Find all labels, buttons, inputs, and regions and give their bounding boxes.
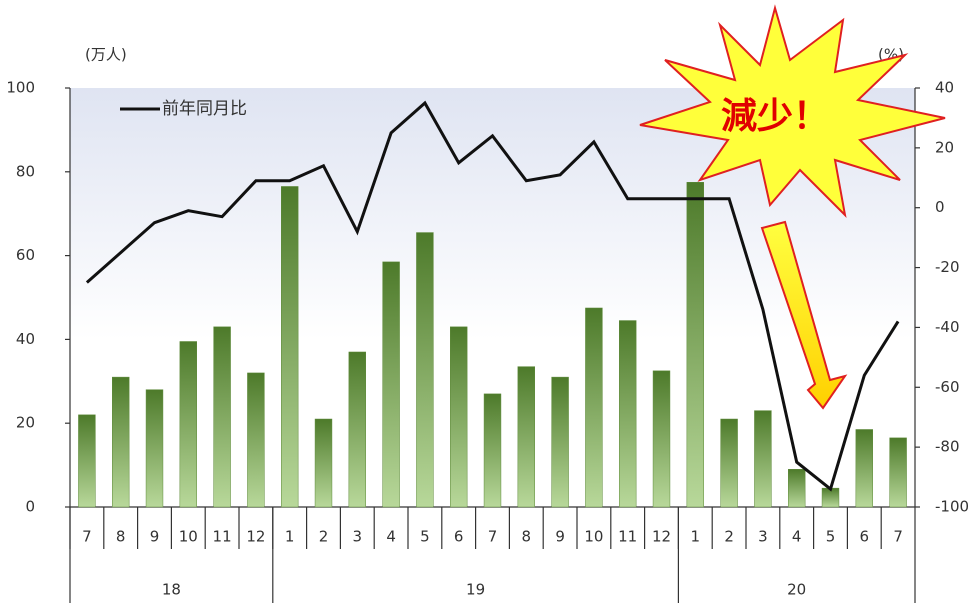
y2-tick-label: -100 xyxy=(935,498,969,516)
x-tick-label: 8 xyxy=(522,528,532,546)
y2-tick-label: -60 xyxy=(935,378,960,396)
y-tick-label: 80 xyxy=(16,162,35,180)
y-tick-label: 0 xyxy=(25,498,35,516)
bar xyxy=(788,469,806,508)
x-tick-label: 7 xyxy=(488,528,498,546)
bar xyxy=(247,372,265,508)
y-axis-label: (万人) xyxy=(85,46,127,64)
x-tick-label: 7 xyxy=(82,528,92,546)
bar xyxy=(314,418,333,508)
y-tick-label: 40 xyxy=(16,330,35,348)
x-tick-label: 7 xyxy=(893,528,903,546)
year-label: 20 xyxy=(787,581,806,599)
bar xyxy=(855,429,873,508)
legend-label: 前年同月比 xyxy=(162,99,247,119)
x-tick-label: 10 xyxy=(179,528,198,546)
x-tick-label: 2 xyxy=(319,528,329,546)
y-tick-label: 100 xyxy=(6,79,35,97)
bar xyxy=(483,393,502,508)
bar xyxy=(281,186,299,508)
x-tick-label: 4 xyxy=(386,528,396,546)
bar xyxy=(78,414,96,508)
x-tick-label: 6 xyxy=(860,528,870,546)
bar xyxy=(686,182,704,508)
x-tick-label: 5 xyxy=(420,528,430,546)
bar xyxy=(889,437,907,508)
y2-tick-label: 20 xyxy=(935,138,954,156)
bar xyxy=(821,487,840,508)
bar xyxy=(619,320,637,508)
x-tick-label: 12 xyxy=(652,528,671,546)
x-tick-label: 3 xyxy=(758,528,768,546)
bar xyxy=(585,307,603,508)
bar xyxy=(754,410,772,508)
bar xyxy=(213,326,231,508)
bar xyxy=(382,261,400,508)
bar xyxy=(652,370,671,508)
x-tick-label: 8 xyxy=(116,528,126,546)
bar xyxy=(450,326,468,508)
line xyxy=(85,100,900,492)
y2-tick-label: 0 xyxy=(935,198,945,216)
year-label: 19 xyxy=(466,581,485,599)
x-tick-label: 6 xyxy=(454,528,464,546)
x-tick-label: 10 xyxy=(584,528,603,546)
year-label: 18 xyxy=(162,581,181,599)
bar xyxy=(416,232,434,508)
bar xyxy=(551,376,569,508)
x-tick-label: 3 xyxy=(353,528,363,546)
x-tick-label: 11 xyxy=(618,528,637,546)
x-tick-label: 12 xyxy=(246,528,265,546)
bar xyxy=(517,366,535,508)
y-tick-label: 20 xyxy=(16,414,35,432)
x-tick-label: 9 xyxy=(555,528,565,546)
y2-tick-label: -80 xyxy=(935,438,960,456)
x-tick-label: 9 xyxy=(150,528,160,546)
bar xyxy=(720,418,738,508)
x-tick-label: 4 xyxy=(792,528,802,546)
x-tick-label: 1 xyxy=(285,528,295,546)
y-tick-label: 60 xyxy=(16,246,35,264)
x-tick-label: 11 xyxy=(213,528,232,546)
bar xyxy=(348,351,367,508)
annotation: 減少！ xyxy=(721,96,829,137)
x-tick-label: 5 xyxy=(826,528,836,546)
bar xyxy=(112,376,130,508)
y2-tick-label: -20 xyxy=(935,258,960,276)
bar xyxy=(179,341,198,508)
x-tick-label: 2 xyxy=(724,528,734,546)
y2-tick-label: -40 xyxy=(935,318,960,336)
x-tick-label: 1 xyxy=(691,528,701,546)
y2-tick-label: 40 xyxy=(935,79,954,97)
starburst xyxy=(639,4,946,218)
arrow xyxy=(760,220,848,410)
bar xyxy=(145,389,164,508)
